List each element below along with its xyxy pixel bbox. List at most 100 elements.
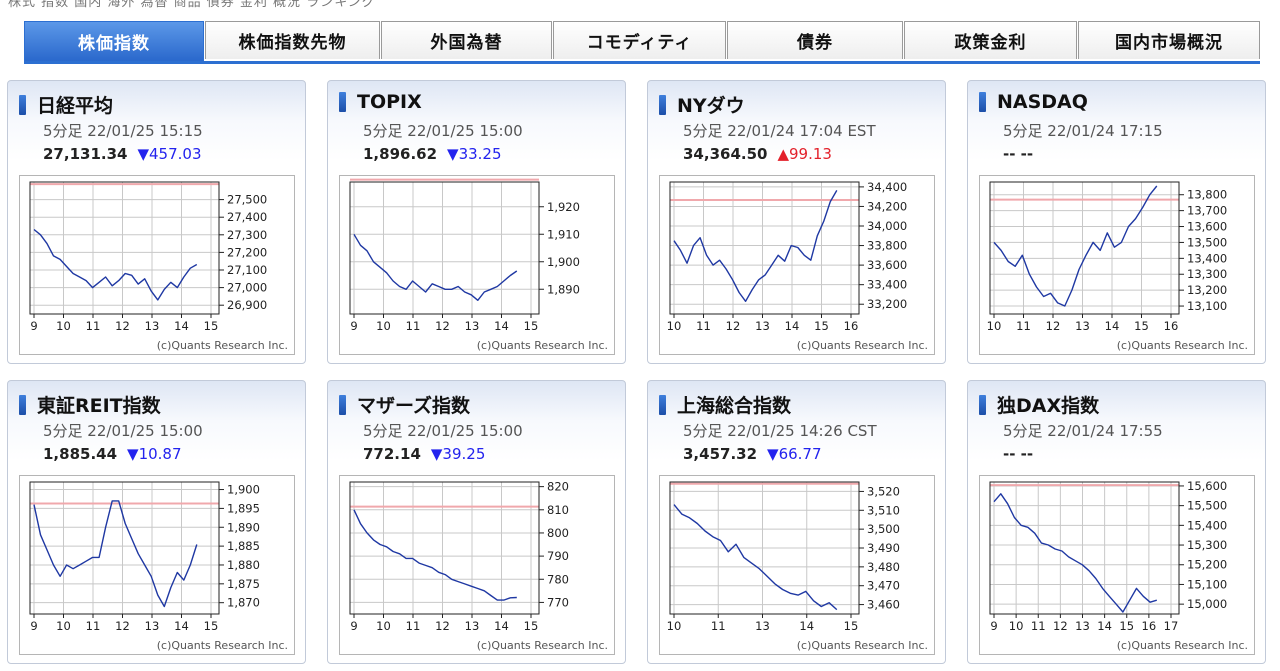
index-panel-ny-dow[interactable]: NYダウ 5分足 22/01/24 17:04 EST 34,364.50 ▲99… <box>647 80 946 364</box>
index-panel-mothers[interactable]: マザーズ指数 5分足 22/01/25 15:00 772.14 ▼39.25 9… <box>327 380 626 664</box>
x-tick-label: 15 <box>524 319 539 333</box>
tab-bonds[interactable]: 債券 <box>727 21 903 59</box>
index-chart[interactable]: 10 11 13 14 15 3,520 3,510 3,500 3,490 3,480 3,470… <box>659 475 935 655</box>
y-tick-label: 13,700 <box>1187 204 1227 218</box>
plot-border <box>29 181 220 315</box>
index-panel-nasdaq[interactable]: NASDAQ 5分足 22/01/24 17:15 -- -- 10 11 12 13… <box>967 80 1266 364</box>
index-change: ▼457.03 <box>137 145 202 163</box>
y-tick-label: 13,800 <box>1187 188 1227 202</box>
x-tick-label: 14 <box>174 619 189 633</box>
index-name[interactable]: NASDAQ <box>997 91 1088 113</box>
y-tick-label: 1,900 <box>547 255 580 269</box>
y-tick-label: 13,600 <box>1187 220 1227 234</box>
x-tick-label: 10 <box>987 319 1002 333</box>
y-tick-label: 810 <box>547 503 569 517</box>
index-chart[interactable]: 10 11 12 13 14 15 16 34,400 34,200 34,000 33,800 33… <box>659 175 935 355</box>
tab-policy-rate[interactable]: 政策金利 <box>904 21 1077 59</box>
market-tab-bar: 株価指数 株価指数先物 外国為替 コモディティ 債券 政策金利 国内市場概況 <box>24 21 1260 64</box>
panel-marker-icon <box>19 94 26 115</box>
y-tick-label: 790 <box>547 549 569 563</box>
y-tick-label: 3,490 <box>867 541 900 555</box>
plot-border <box>669 181 860 315</box>
index-value: -- -- <box>1003 445 1034 463</box>
chart-credit: (c)Quants Research Inc. <box>157 639 288 652</box>
index-name[interactable]: マザーズ指数 <box>357 395 471 417</box>
index-name[interactable]: NYダウ <box>677 95 745 117</box>
panel-marker-icon <box>19 394 26 415</box>
tab-stock-index[interactable]: 株価指数 <box>24 21 204 61</box>
tab-index-futures[interactable]: 株価指数先物 <box>205 21 380 59</box>
y-tick-label: 1,885 <box>227 539 260 553</box>
plot-area <box>349 181 540 315</box>
tab-forex[interactable]: 外国為替 <box>381 21 552 59</box>
x-tick-label: 10 <box>667 619 682 633</box>
plot-border <box>989 481 1180 615</box>
y-tick-label: 34,400 <box>867 180 907 194</box>
x-tick-label: 9 <box>30 319 37 333</box>
index-name[interactable]: TOPIX <box>357 91 422 113</box>
y-tick-label: 34,200 <box>867 199 907 213</box>
plot-area <box>349 481 540 615</box>
price-series-line <box>993 185 1158 307</box>
y-tick-label: 1,875 <box>227 577 260 591</box>
x-tick-label: 14 <box>494 319 509 333</box>
index-panel-topix[interactable]: TOPIX 5分足 22/01/25 15:00 1,896.62 ▼33.25 … <box>327 80 626 364</box>
y-tick-label: 15,400 <box>1187 518 1227 532</box>
x-tick-label: 16 <box>844 319 859 333</box>
x-tick-label: 14 <box>1105 319 1120 333</box>
index-chart[interactable]: 9 10 11 12 13 14 15 16 17 15,600 15,500 15,400 15,30… <box>979 475 1255 655</box>
x-tick-label: 11 <box>86 319 101 333</box>
y-tick-label: 13,500 <box>1187 235 1227 249</box>
index-panel-dax[interactable]: 独DAX指数 5分足 22/01/24 17:55 -- -- 9 10 11 12 1… <box>967 380 1266 664</box>
x-tick-label: 12 <box>1046 319 1061 333</box>
x-tick-label: 15 <box>204 319 219 333</box>
x-tick-label: 13 <box>145 319 160 333</box>
y-tick-label: 27,500 <box>227 193 267 207</box>
index-panel-nikkei[interactable]: 日経平均 5分足 22/01/25 15:15 27,131.34 ▼457.03… <box>7 80 306 364</box>
y-tick-label: 770 <box>547 595 569 609</box>
index-change: ▼33.25 <box>447 145 502 163</box>
index-timestamp: 5分足 22/01/24 17:15 <box>1003 122 1163 140</box>
index-name[interactable]: 上海総合指数 <box>677 395 792 417</box>
price-line-chart: 9 10 11 12 13 14 15 820 810 800 790 780 770 (c)Quants… <box>349 480 608 652</box>
index-chart[interactable]: 9 10 11 12 13 14 15 820 810 800 790 780 770 (c)Quants… <box>339 475 615 655</box>
y-tick-label: 3,460 <box>867 598 900 612</box>
y-tick-label: 820 <box>547 480 569 494</box>
price-series-line <box>33 500 198 608</box>
index-panel-shanghai[interactable]: 上海総合指数 5分足 22/01/25 14:26 CST 3,457.32 ▼6… <box>647 380 946 664</box>
y-tick-label: 3,510 <box>867 503 900 517</box>
index-change: ▲99.13 <box>777 145 832 163</box>
index-name[interactable]: 東証REIT指数 <box>37 395 161 417</box>
y-tick-label: 15,600 <box>1187 479 1227 493</box>
panel-marker-icon <box>339 394 346 415</box>
y-tick-label: 34,000 <box>867 219 907 233</box>
panel-marker-icon <box>339 92 346 112</box>
index-panel-reit[interactable]: 東証REIT指数 5分足 22/01/25 15:00 1,885.44 ▼10.… <box>7 380 306 664</box>
plot-border <box>349 481 540 615</box>
chart-credit: (c)Quants Research Inc. <box>797 339 928 352</box>
index-timestamp: 5分足 22/01/25 14:26 CST <box>683 422 877 440</box>
index-chart[interactable]: 9 10 11 12 13 14 15 1,920 1,910 1,900 1,890 (c)Quan… <box>339 175 615 355</box>
tab-domestic-market[interactable]: 国内市場概況 <box>1078 21 1260 59</box>
index-timestamp: 5分足 22/01/24 17:55 <box>1003 422 1163 440</box>
x-tick-label: 14 <box>799 619 814 633</box>
x-tick-label: 11 <box>1016 319 1031 333</box>
y-tick-label: 33,200 <box>867 297 907 311</box>
tab-commodity[interactable]: コモディティ <box>553 21 726 59</box>
index-name[interactable]: 独DAX指数 <box>997 395 1100 417</box>
plot-border <box>669 481 860 615</box>
index-chart[interactable]: 9 10 11 12 13 14 15 27,500 27,400 27,300 27,200 27,… <box>19 175 295 355</box>
index-timestamp: 5分足 22/01/25 15:00 <box>43 422 203 440</box>
x-tick-label: 14 <box>785 319 800 333</box>
index-chart[interactable]: 9 10 11 12 13 14 15 1,900 1,895 1,890 1,885 1,880 1,… <box>19 475 295 655</box>
x-tick-label: 12 <box>435 319 450 333</box>
y-tick-label: 1,870 <box>227 596 260 610</box>
index-name[interactable]: 日経平均 <box>37 95 114 117</box>
y-tick-label: 15,300 <box>1187 538 1227 552</box>
price-series-line <box>33 228 198 301</box>
x-tick-label: 9 <box>990 619 997 633</box>
index-chart[interactable]: 10 11 12 13 14 15 16 13,800 13,700 13,600 13,500 13… <box>979 175 1255 355</box>
y-tick-label: 1,890 <box>227 520 260 534</box>
y-tick-label: 3,500 <box>867 522 900 536</box>
index-timestamp: 5分足 22/01/25 15:00 <box>363 122 523 140</box>
